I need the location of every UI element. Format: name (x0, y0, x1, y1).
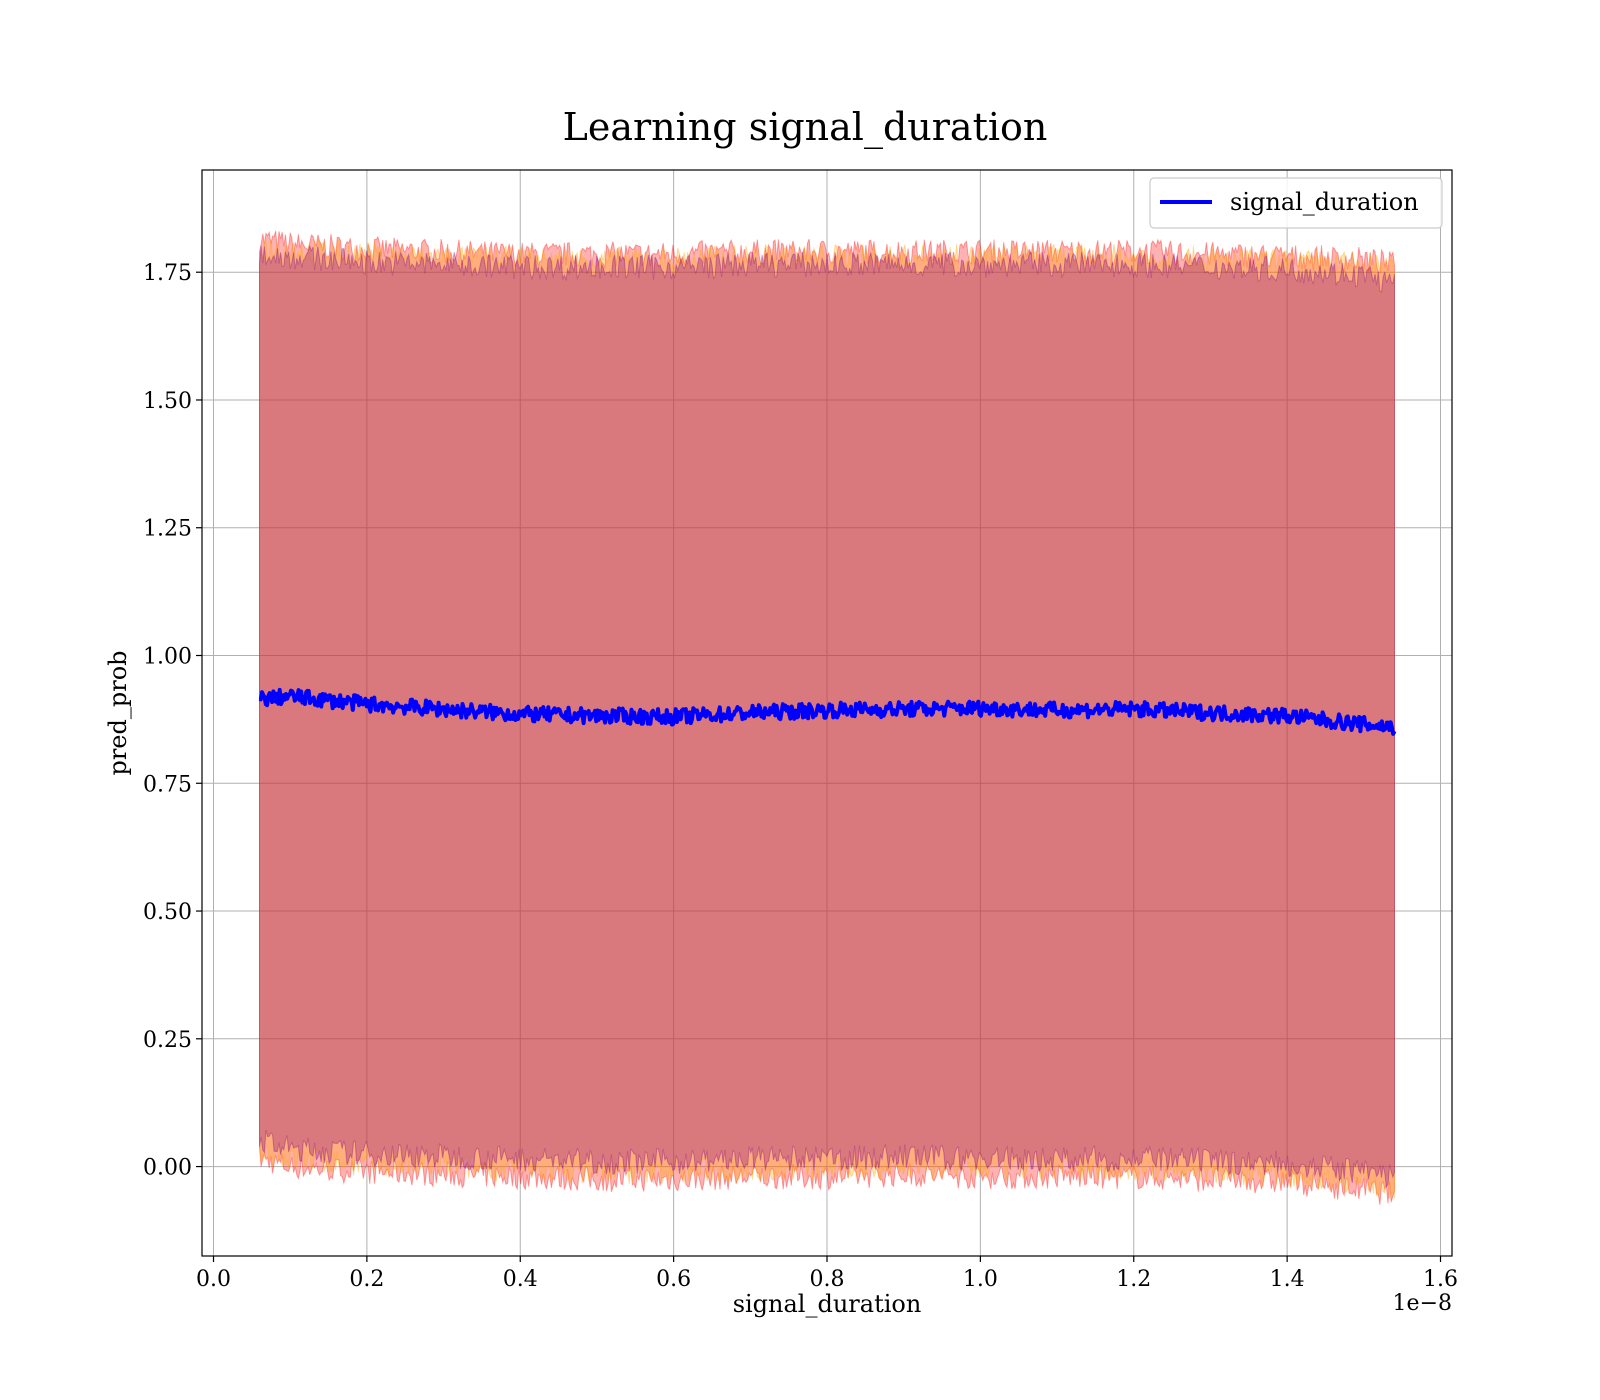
y-tick-label: 0.25 (143, 1028, 192, 1053)
x-tick-label: 0.2 (349, 1267, 384, 1292)
x-axis: 0.0 0.2 0.4 0.6 0.8 1.0 1.2 1.4 1.6 (196, 1256, 1458, 1292)
legend-label: signal_duration (1230, 188, 1419, 216)
x-tick-label: 1.2 (1116, 1267, 1151, 1292)
y-tick-label: 1.00 (143, 645, 192, 670)
y-axis: 0.00 0.25 0.50 0.75 1.00 1.25 1.50 1.75 (143, 261, 202, 1181)
x-tick-label: 0.0 (196, 1267, 231, 1292)
y-tick-label: 1.75 (143, 261, 192, 286)
x-tick-label: 0.6 (656, 1267, 691, 1292)
series-line (258, 687, 1397, 736)
x-tick-label: 1.6 (1423, 1267, 1458, 1292)
y-tick-label: 0.00 (143, 1156, 192, 1181)
y-tick-label: 1.25 (143, 517, 192, 542)
x-axis-label: signal_duration (733, 1290, 922, 1318)
x-tick-label: 1.4 (1270, 1267, 1305, 1292)
legend: signal_duration (1149, 177, 1443, 229)
x-tick-label: 1.0 (963, 1267, 998, 1292)
error-bands (259, 230, 1395, 1205)
x-tick-label: 0.4 (503, 1267, 538, 1292)
legend-box (1149, 177, 1443, 229)
y-tick-label: 1.50 (143, 389, 192, 414)
y-tick-label: 0.75 (143, 772, 192, 797)
y-tick-label: 0.50 (143, 900, 192, 925)
chart-title: Learning signal_duration (563, 105, 1048, 150)
series-lines (258, 687, 1397, 736)
x-tick-label: 0.8 (810, 1267, 845, 1292)
x-offset-text: 1e−8 (1393, 1291, 1452, 1316)
y-axis-label: pred_prob (104, 650, 132, 775)
